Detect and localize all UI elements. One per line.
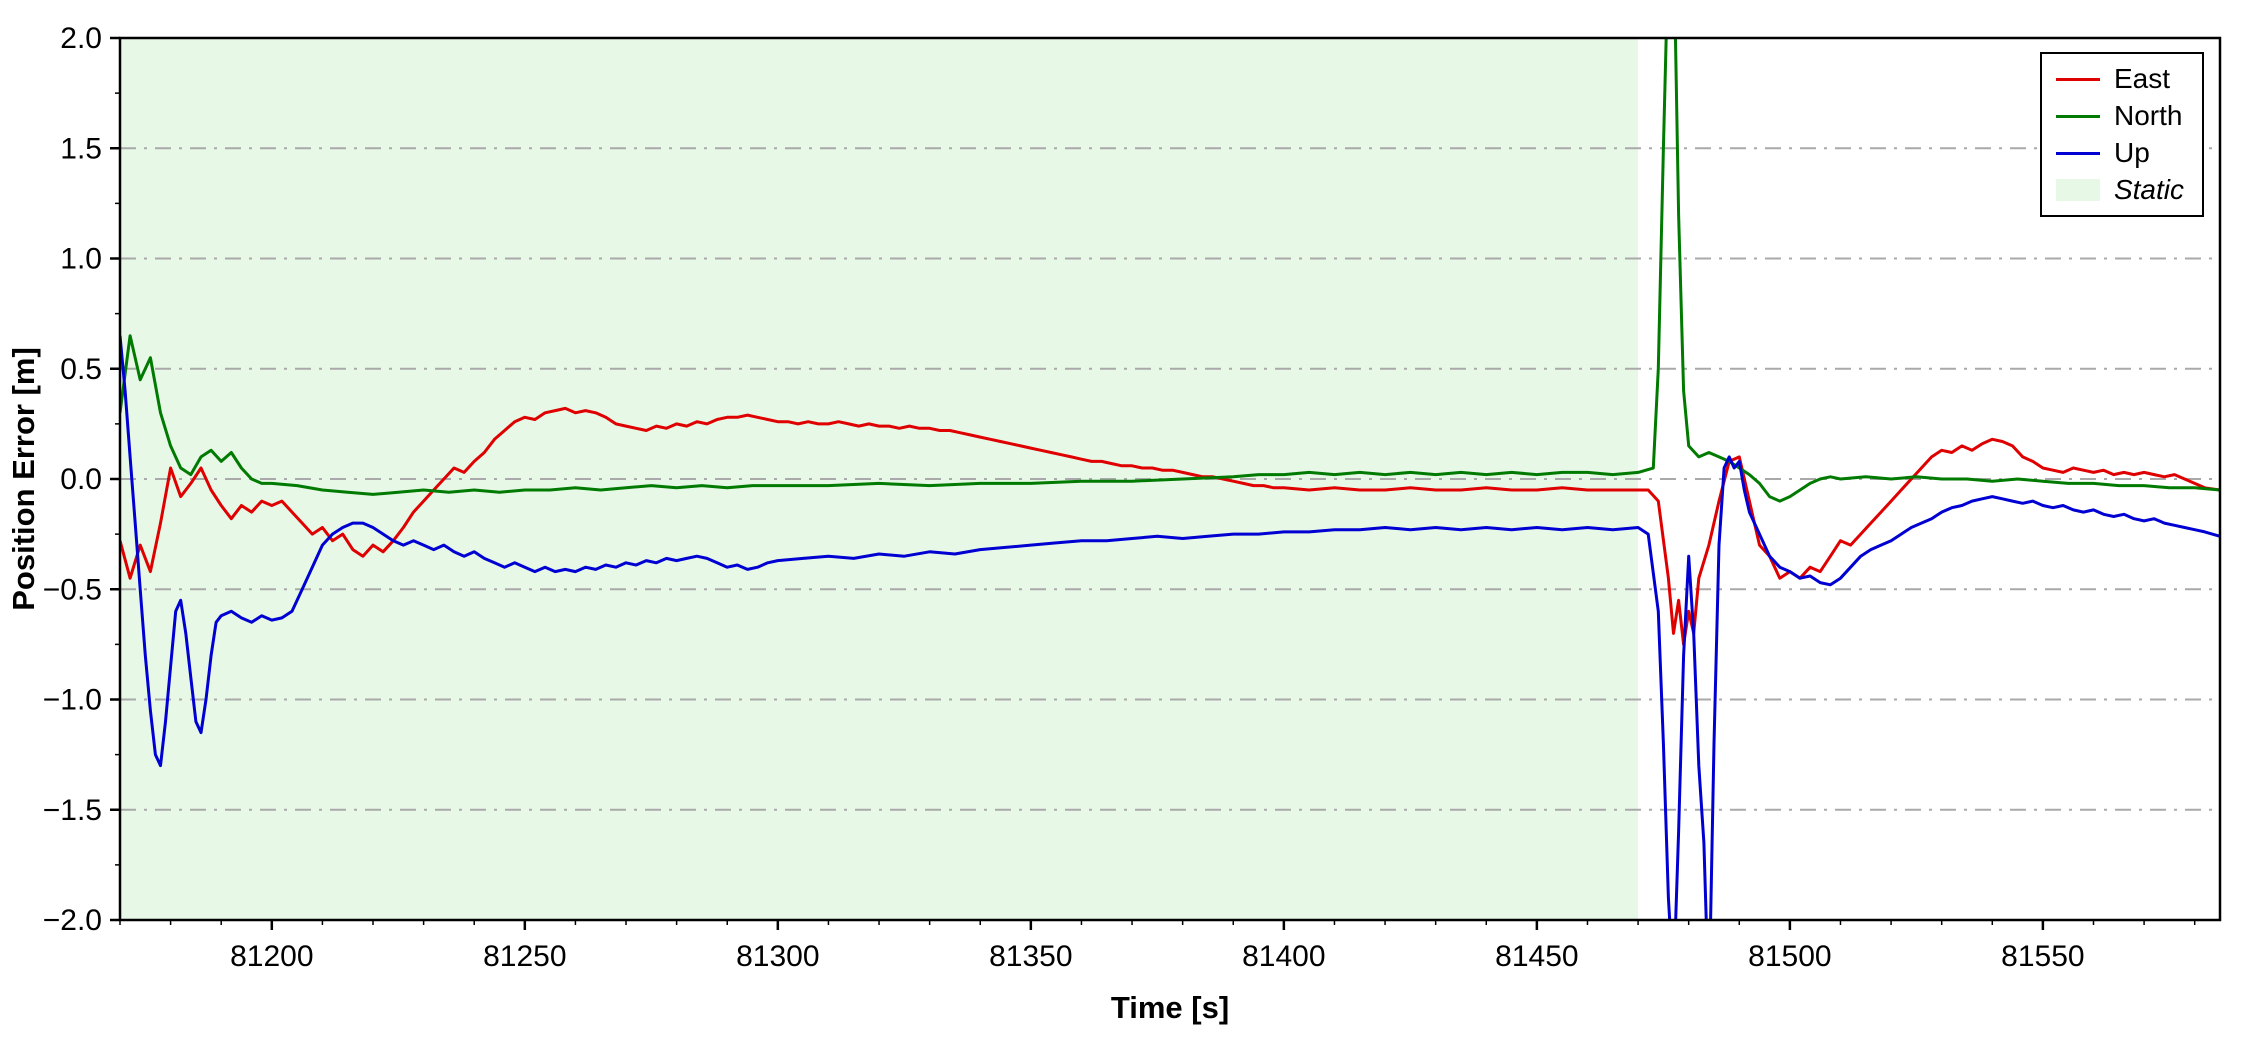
series-north-line (120, 38, 2220, 503)
x-tick-label: 81450 (1495, 940, 1578, 973)
east-line-swatch (2055, 77, 2100, 81)
legend-item-north: North (2055, 100, 2184, 131)
y-tick-label: 0.5 (60, 353, 102, 386)
y-tick-label: 2.0 (60, 22, 102, 55)
x-axis-label: Time [s] (1111, 990, 1229, 1025)
legend-label-east: East (2113, 63, 2170, 94)
legend-item-up: Up (2055, 137, 2184, 168)
y-tick-label: 0.0 (60, 463, 102, 496)
legend-label-up: Up (2113, 137, 2150, 168)
y-tick-label: −0.5 (43, 573, 102, 606)
x-tick-label: 81400 (1242, 940, 1325, 973)
series-east-line (120, 406, 2220, 646)
x-tick-label: 81550 (2001, 940, 2084, 973)
legend: East North Up Static (2039, 52, 2204, 217)
y-tick-label: 1.5 (60, 132, 102, 165)
y-tick-label: −2.0 (43, 904, 102, 937)
north-line-swatch (2055, 114, 2100, 118)
x-tick-label: 81300 (736, 940, 819, 973)
x-tick-label: 81500 (1748, 940, 1831, 973)
legend-label-north: North (2113, 100, 2183, 131)
y-tick-label: −1.5 (43, 794, 102, 827)
x-tick-label: 81200 (230, 940, 313, 973)
legend-label-static: Static (2113, 174, 2184, 205)
y-tick-label: 1.0 (60, 243, 102, 276)
legend-item-east: East (2055, 63, 2184, 94)
static-region-swatch (2055, 179, 2100, 201)
up-line-swatch (2055, 151, 2100, 155)
series-up-line (120, 335, 2220, 920)
x-tick-label: 81350 (989, 940, 1072, 973)
y-axis-label: Position Error [m] (6, 347, 41, 611)
legend-item-static: Static (2055, 174, 2184, 205)
x-tick-label: 81250 (483, 940, 566, 973)
y-tick-label: −1.0 (43, 684, 102, 717)
